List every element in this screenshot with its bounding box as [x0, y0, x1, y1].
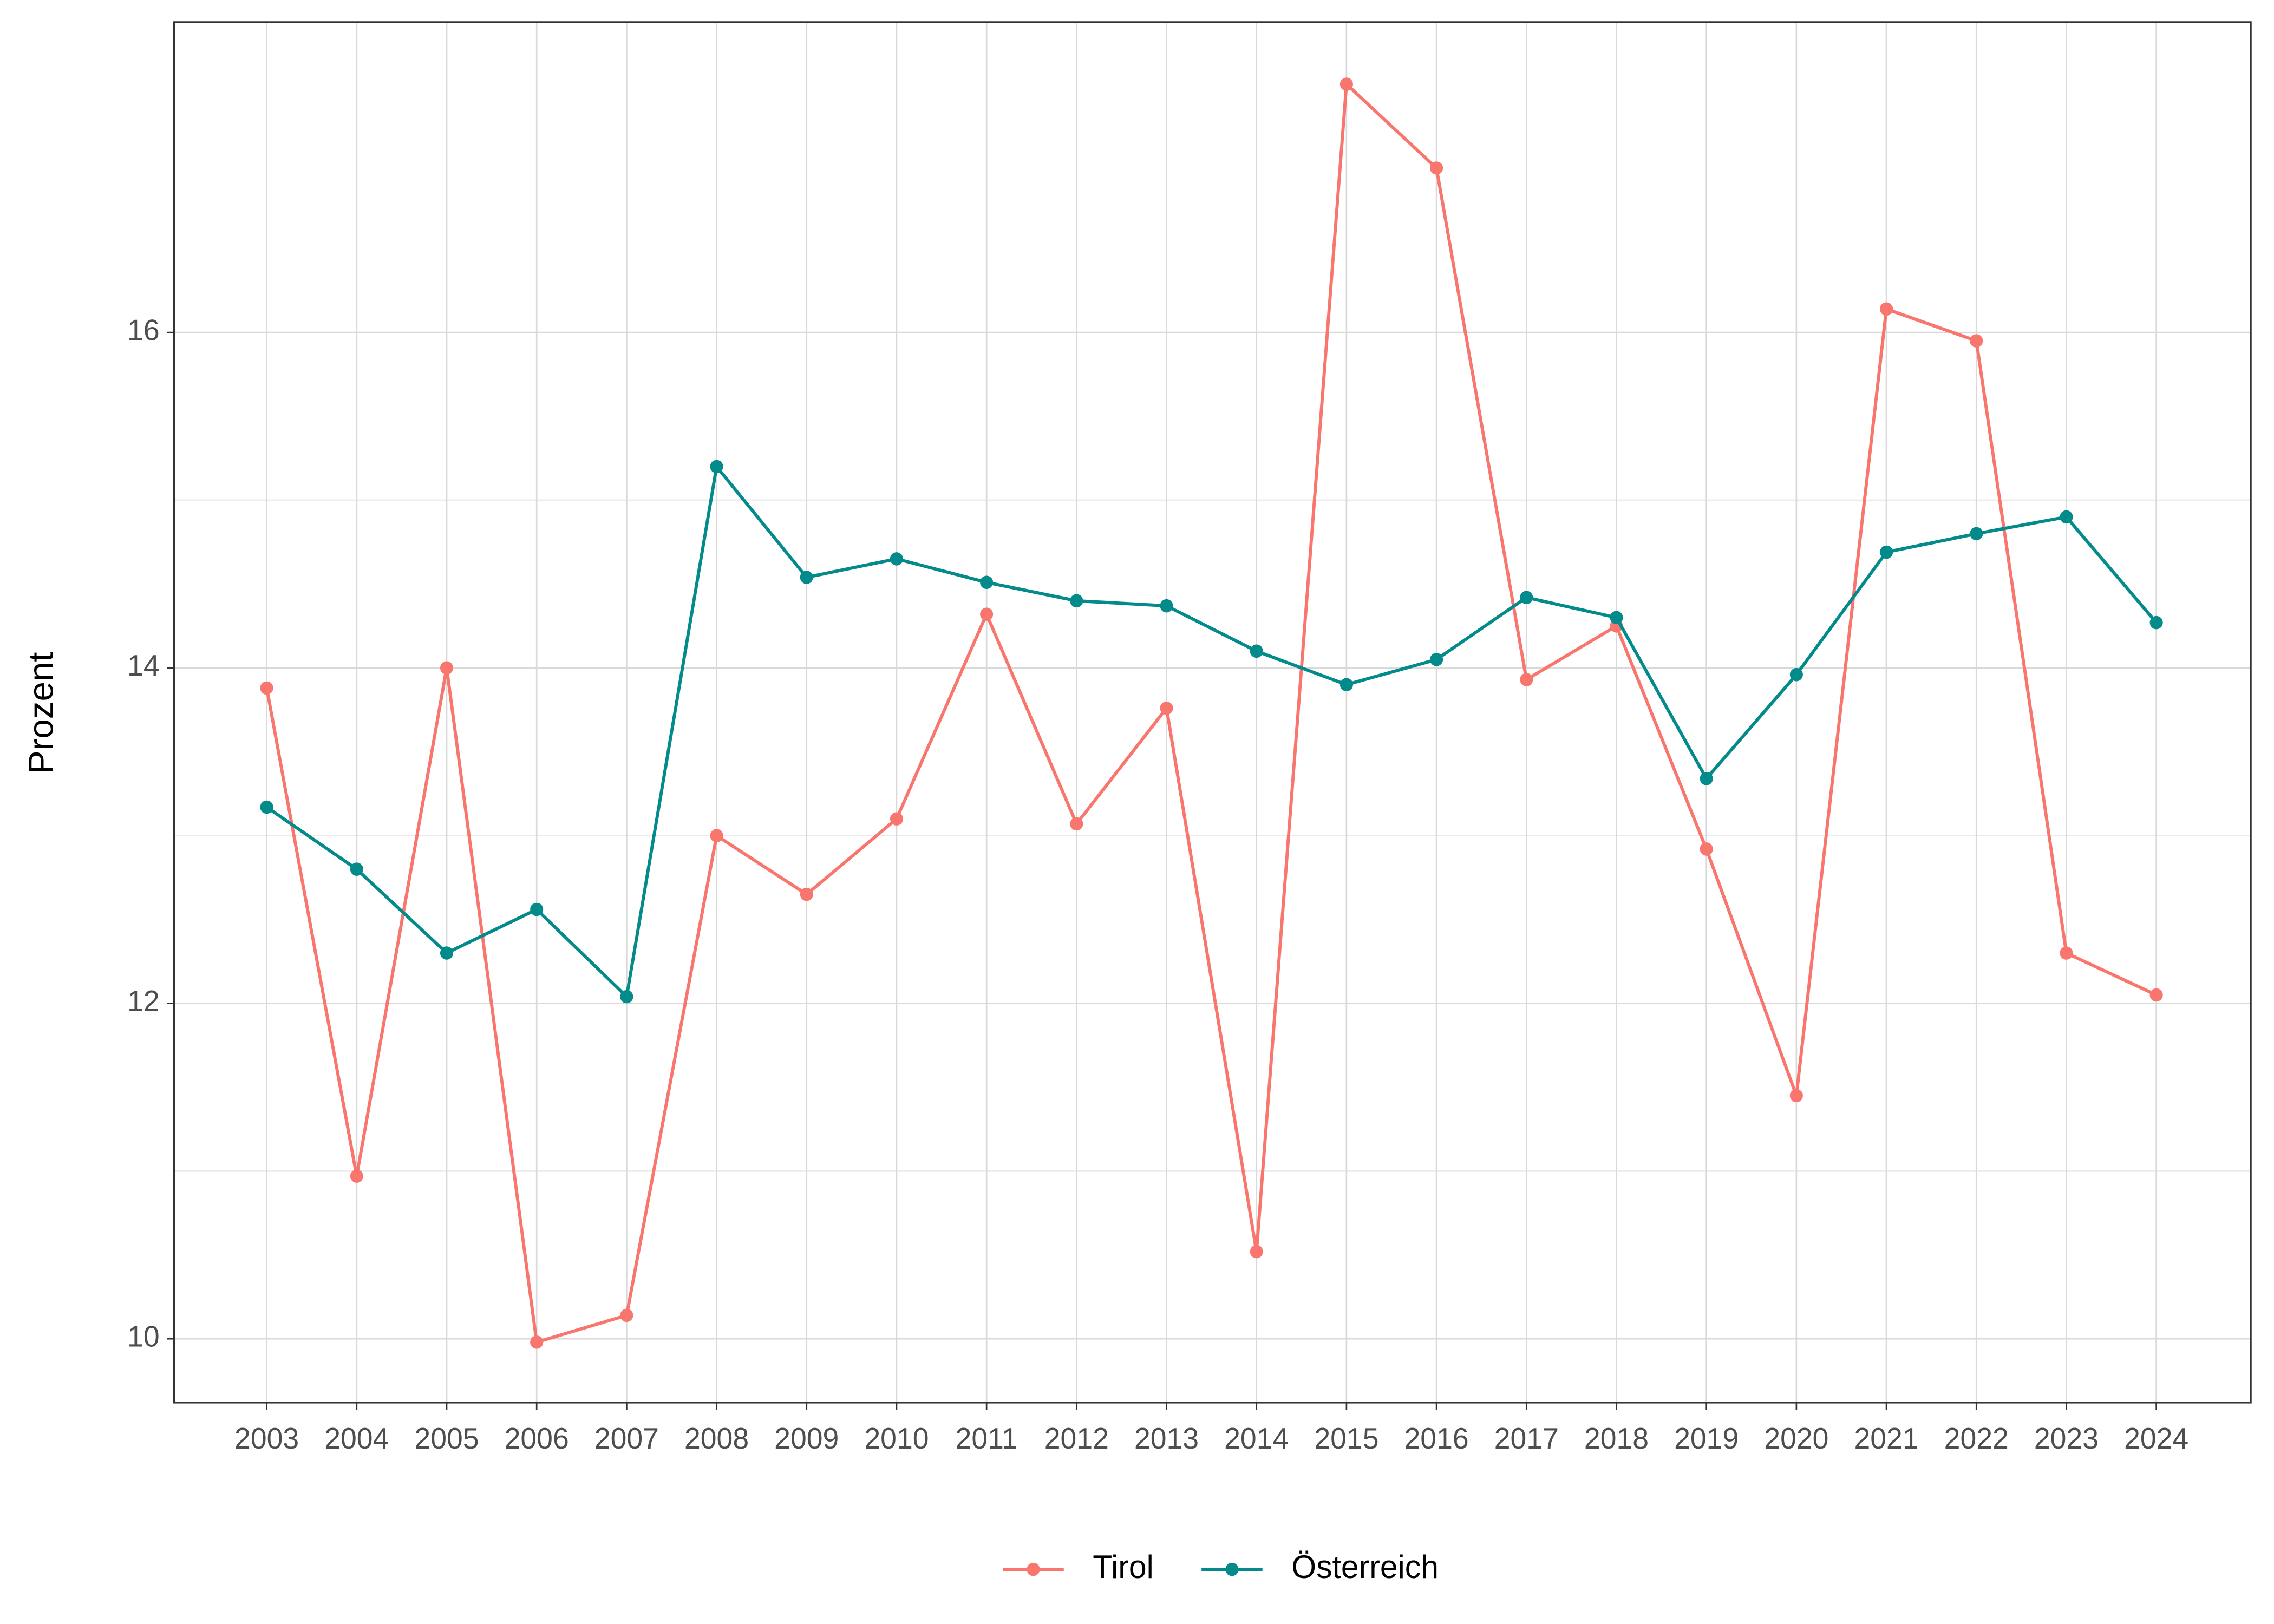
point [1250, 1245, 1263, 1259]
point [2149, 615, 2163, 630]
point [2060, 510, 2073, 524]
point [2149, 988, 2163, 1002]
plot-border [173, 21, 2252, 1404]
point [1789, 667, 1803, 682]
point [1789, 1089, 1803, 1103]
x-tick-label: 2008 [684, 1423, 749, 1456]
x-tick-label: 2015 [1314, 1423, 1378, 1456]
x-tick-label: 2004 [324, 1423, 389, 1456]
x-tick-label: 2005 [414, 1423, 479, 1456]
x-tick-label: 2011 [956, 1423, 1018, 1456]
point [1339, 77, 1353, 91]
x-tick-label: 2021 [1854, 1423, 1918, 1456]
point [1160, 599, 1173, 613]
x-tick-label: 2010 [864, 1423, 929, 1456]
x-tick-label: 2012 [1044, 1423, 1109, 1456]
point [710, 829, 723, 842]
x-tick-label: 2018 [1584, 1423, 1649, 1456]
point [1700, 772, 1713, 785]
point [1430, 161, 1443, 175]
y-axis-label: Prozent [21, 652, 60, 775]
point [1070, 817, 1083, 831]
point [530, 902, 544, 916]
legend-point [1027, 1562, 1040, 1576]
series-line [265, 463, 2158, 1000]
point [1160, 701, 1173, 715]
x-tick-label: 2024 [2124, 1423, 2188, 1456]
x-tick-label: 2014 [1224, 1423, 1289, 1456]
point [1610, 611, 1623, 625]
point [800, 887, 813, 901]
legend-label: Österreich [1291, 1548, 1439, 1585]
y-tick-label: 14 [127, 650, 160, 683]
x-tick-label: 2022 [1944, 1423, 2009, 1456]
point [530, 1335, 544, 1349]
point [980, 607, 994, 621]
point [350, 862, 363, 876]
x-tick-label: 2019 [1674, 1423, 1739, 1456]
point [350, 1169, 363, 1183]
x-tick-label: 2023 [2034, 1423, 2099, 1456]
point [1250, 644, 1263, 658]
series-line [265, 81, 2157, 1345]
x-tick-label: 2009 [774, 1423, 839, 1456]
point [440, 661, 454, 675]
point [1430, 653, 1443, 666]
point [710, 460, 723, 474]
point [980, 575, 994, 590]
y-tick-label: 10 [127, 1320, 160, 1353]
point [1970, 527, 1983, 541]
point [2060, 946, 2073, 960]
point [1880, 545, 1893, 559]
y-tick-label: 12 [127, 985, 160, 1018]
x-tick-label: 2020 [1764, 1423, 1828, 1456]
x-tick-label: 2006 [505, 1423, 569, 1456]
point [1520, 591, 1533, 604]
point [260, 800, 273, 814]
point [620, 990, 633, 1004]
x-tick-label: 2013 [1134, 1423, 1199, 1456]
point [1520, 673, 1533, 686]
point [620, 1308, 633, 1322]
x-tick-label: 2016 [1404, 1423, 1469, 1456]
point [260, 681, 273, 695]
y-tick-label: 16 [127, 314, 160, 347]
point [440, 946, 454, 960]
point [1700, 842, 1713, 856]
point [1880, 302, 1893, 316]
point [800, 571, 813, 584]
point [1339, 678, 1353, 692]
legend-label: Tirol [1093, 1548, 1153, 1585]
x-tick-label: 2017 [1494, 1423, 1559, 1456]
x-tick-label: 2007 [594, 1423, 659, 1456]
point [890, 552, 904, 566]
point [1970, 334, 1983, 348]
point [890, 812, 904, 826]
point [1070, 594, 1083, 608]
x-tick-label: 2003 [234, 1423, 299, 1456]
legend-point [1225, 1562, 1239, 1576]
